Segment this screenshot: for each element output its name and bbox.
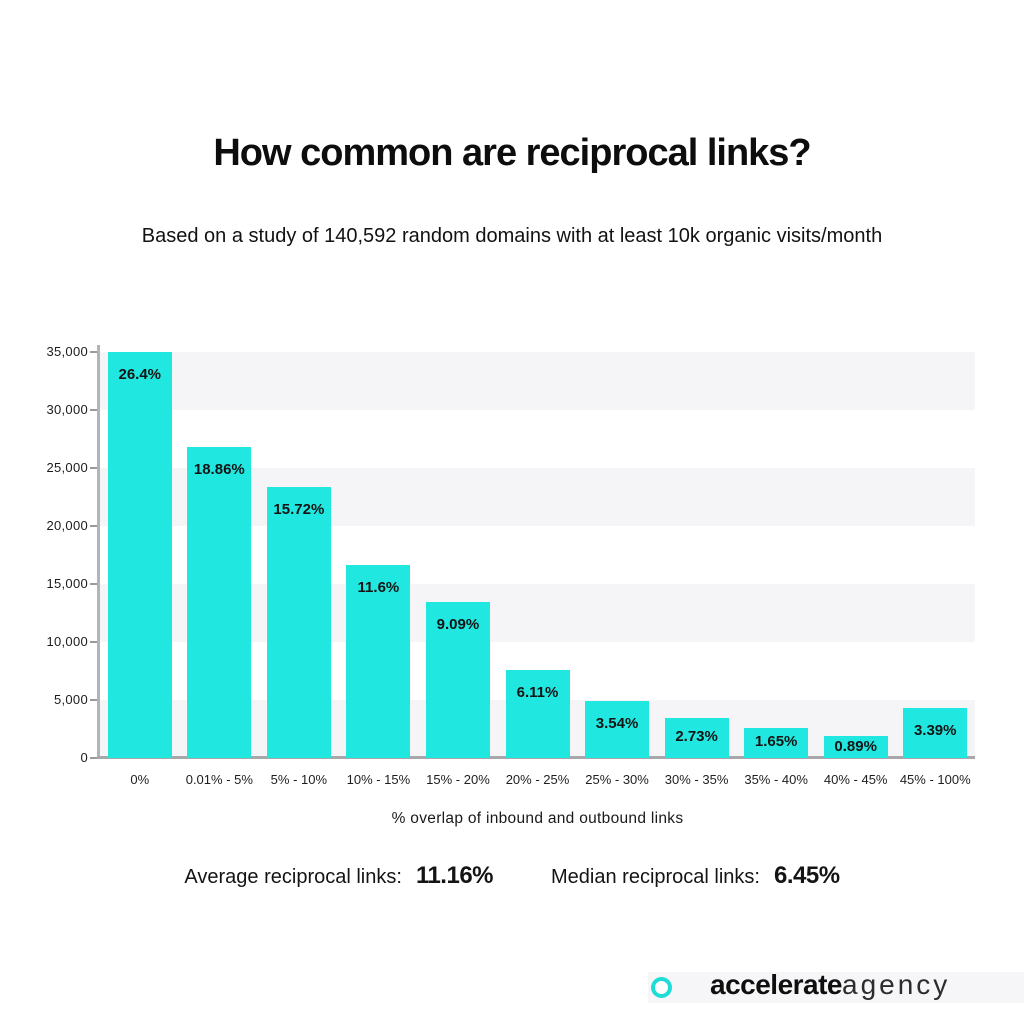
bar-value-label: 26.4% xyxy=(118,365,162,383)
y-tick-mark xyxy=(90,466,97,469)
bar: 6.11% xyxy=(505,669,570,758)
x-axis-labels: 0% 0.01% - 5% 5% - 10% 10% - 15% 15% - 20% 20… xyxy=(100,772,975,787)
median-value: 6.45% xyxy=(774,862,840,889)
bar-value-label: 15.72% xyxy=(273,500,325,518)
y-tick-mark xyxy=(90,350,97,353)
bar-column: 15.72% xyxy=(259,345,339,758)
brand-ring-icon xyxy=(651,977,672,998)
bar: 2.73% xyxy=(664,717,729,758)
x-tick-label: 35% - 40% xyxy=(744,772,808,787)
bar: 15.72% xyxy=(266,486,331,758)
median-label: Median reciprocal links: xyxy=(551,866,760,888)
bar: 0.89% xyxy=(823,735,888,758)
bar-column: 3.39% xyxy=(895,345,975,758)
bar-column: 9.09% xyxy=(418,345,498,758)
y-tick-label: 10,000 xyxy=(46,633,88,649)
x-tick-label: 25% - 30% xyxy=(585,772,649,787)
bar-column: 0.89% xyxy=(816,345,896,758)
y-tick-mark xyxy=(90,757,97,759)
bar-column: 6.11% xyxy=(498,345,578,758)
brand-name-bold: accelerate xyxy=(710,969,843,1000)
bar-value-label: 3.54% xyxy=(595,715,639,733)
bar-column: 18.86% xyxy=(180,345,260,758)
page-title: How common are reciprocal links? xyxy=(213,132,811,174)
bar: 18.86% xyxy=(187,447,252,758)
bar-value-label: 3.39% xyxy=(913,722,957,740)
x-tick-label: 20% - 25% xyxy=(505,772,570,787)
bar-value-label: 1.65% xyxy=(754,732,798,750)
x-tick-label: 40% - 45% xyxy=(823,772,888,787)
x-tick-label: 15% - 20% xyxy=(426,772,490,787)
bar-value-label: 9.09% xyxy=(436,615,480,633)
x-tick-label: 0% xyxy=(130,772,150,787)
x-tick-label: 30% - 35% xyxy=(664,772,729,787)
y-tick-label: 5,000 xyxy=(53,691,88,707)
y-tick-label: 15,000 xyxy=(46,575,88,591)
y-tick-mark xyxy=(90,524,97,527)
bar-column: 2.73% xyxy=(657,345,737,758)
brand-logo: accelerateagency xyxy=(710,969,950,1001)
y-axis-line xyxy=(97,345,100,757)
bar: 26.4% xyxy=(107,351,172,758)
bar-column: 11.6% xyxy=(339,345,419,758)
bar-column: 26.4% xyxy=(100,345,180,758)
x-tick-label: 0.01% - 5% xyxy=(185,772,253,787)
bar-value-label: 0.89% xyxy=(834,737,877,755)
y-tick-mark xyxy=(90,640,97,643)
bar-value-label: 6.11% xyxy=(516,683,559,701)
x-tick-label: 10% - 15% xyxy=(346,772,411,787)
y-tick-mark xyxy=(90,698,97,701)
bar: 9.09% xyxy=(425,601,490,758)
x-tick-label: 45% - 100% xyxy=(899,772,971,787)
y-tick-label: 20,000 xyxy=(46,517,88,533)
bar-value-label: 18.86% xyxy=(193,461,245,479)
x-tick-label: 5% - 10% xyxy=(270,772,328,787)
bar: 3.54% xyxy=(585,701,650,758)
page-subtitle: Based on a study of 140,592 random domai… xyxy=(141,225,883,247)
y-tick-mark xyxy=(90,408,97,411)
y-tick-label: 35,000 xyxy=(46,343,88,359)
bar: 3.39% xyxy=(903,708,968,758)
bar: 11.6% xyxy=(346,565,411,758)
x-axis-title: % overlap of inbound and outbound links xyxy=(391,810,684,827)
y-tick-label: 30,000 xyxy=(46,401,88,417)
average-value: 11.16% xyxy=(415,862,494,889)
y-tick-label: 0 xyxy=(80,750,88,765)
bar-column: 1.65% xyxy=(736,345,816,758)
bar: 1.65% xyxy=(744,727,809,758)
y-tick-label: 25,000 xyxy=(46,459,88,475)
summary-stats: Average reciprocal links: 11.16% Median … xyxy=(0,862,1024,890)
bar-value-label: 11.6% xyxy=(357,579,400,597)
brand-background-strip xyxy=(648,972,1024,1003)
bar-series: 26.4% 18.86% 15.72% 11.6% 9.09% 6.11% 3.54% 2.7… xyxy=(100,345,975,758)
bar-column: 3.54% xyxy=(577,345,657,758)
y-tick-mark xyxy=(90,582,97,585)
average-label: Average reciprocal links: xyxy=(184,866,402,888)
bar-value-label: 2.73% xyxy=(675,727,718,745)
brand-name-light: agency xyxy=(842,969,951,1000)
